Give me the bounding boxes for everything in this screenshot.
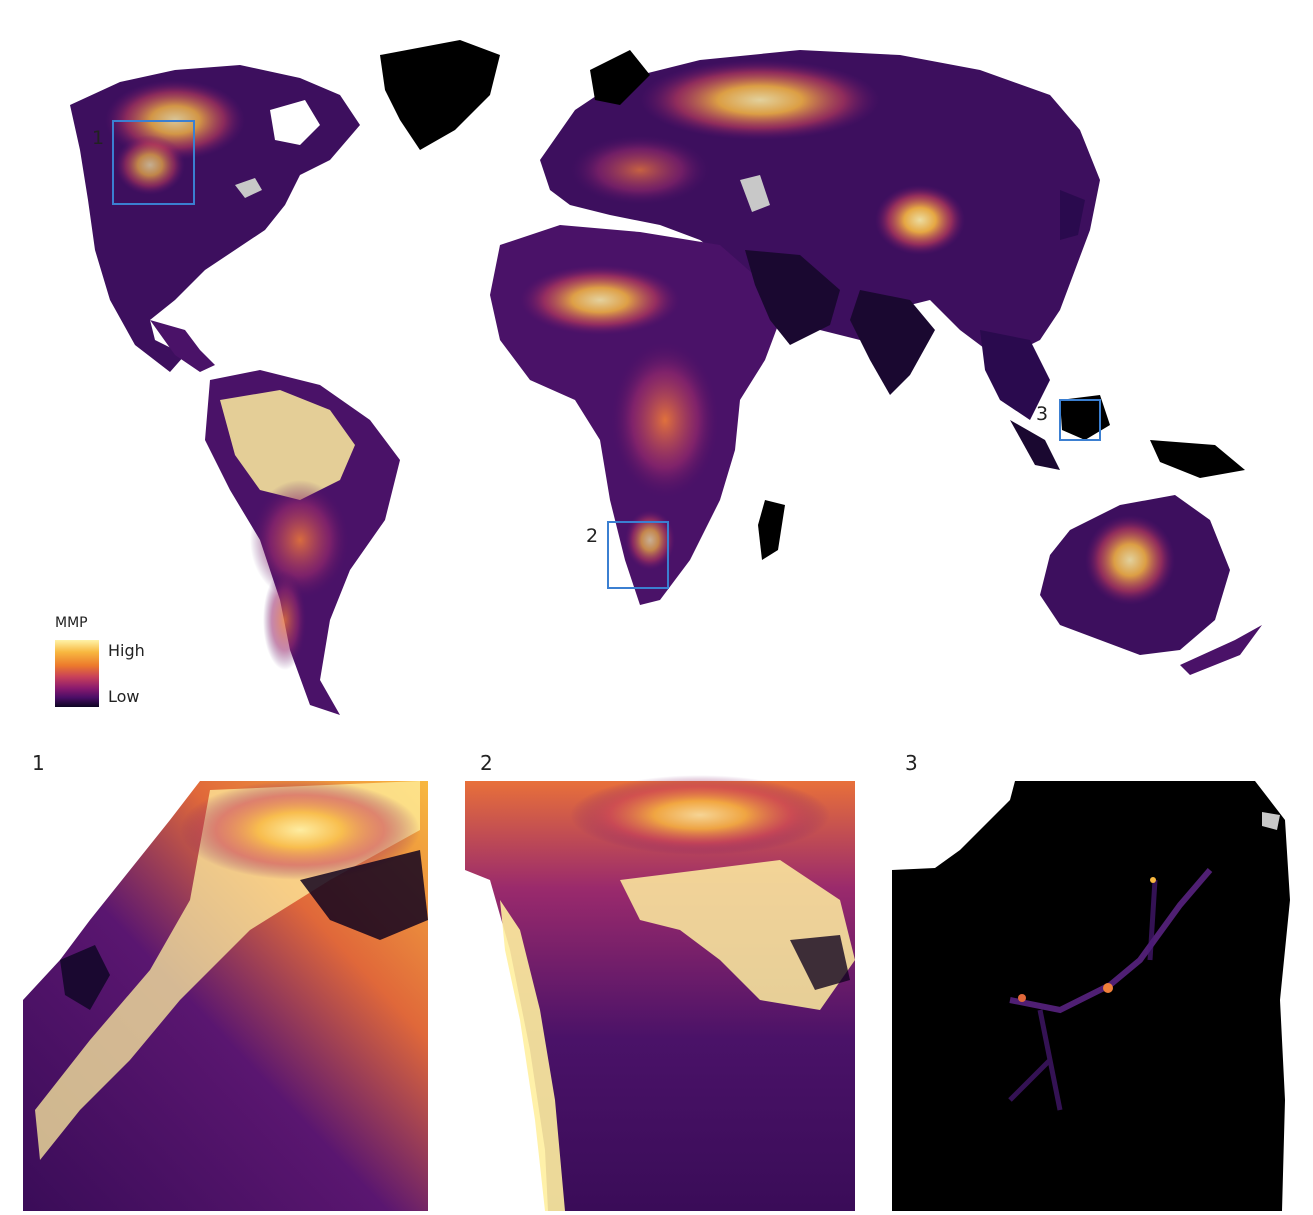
panel-3-ocean-right (1255, 781, 1297, 1211)
greenland (380, 40, 500, 150)
borneo (1060, 395, 1110, 440)
inset-box-2: 2 (586, 521, 669, 589)
panel-1-coastline (60, 945, 110, 1010)
legend-low-label: Low (108, 687, 140, 706)
caspian-sea (740, 175, 770, 212)
legend-high-label: High (108, 641, 145, 660)
arabia (745, 250, 840, 345)
amazon-high (220, 390, 355, 500)
japan (1060, 190, 1085, 240)
panel-1-label: 1 (32, 751, 45, 775)
inset-box-3: 3 (1036, 399, 1101, 441)
panel-2-label: 2 (480, 751, 493, 775)
panel-3-hotspot-a (1103, 983, 1113, 993)
panel-1-ocean (23, 781, 200, 1000)
legend-title: MMP (55, 615, 88, 631)
panel-3: 3 (892, 751, 1297, 1211)
panel-2: 2 (465, 751, 855, 1211)
panel-1: 1 (23, 751, 428, 1211)
legend-gradient-bar (55, 640, 99, 707)
inset-box-1: 1 (92, 120, 195, 205)
sumatra (1010, 420, 1060, 470)
panel-3-network-branch (1008, 879, 1158, 1111)
panel-2-high-network (620, 860, 855, 1010)
great-lakes (235, 178, 262, 198)
inset-box-3-label: 3 (1036, 403, 1048, 425)
panel-3-lake (1262, 812, 1280, 830)
inset-box-2-label: 2 (586, 525, 598, 547)
panel-2-coast-high (500, 900, 565, 1211)
scandinavia (590, 50, 650, 105)
world-map (70, 40, 1262, 715)
southeast-asia (980, 330, 1050, 420)
panel-3-hotspot-b (1150, 877, 1156, 883)
panel-1-dark-region (300, 850, 428, 940)
central-america (150, 320, 215, 372)
panel-3-label: 3 (905, 751, 918, 775)
panel-3-ocean (892, 781, 1015, 870)
new-zealand (1180, 625, 1262, 675)
panel-3-network (1009, 868, 1213, 1014)
panel-3-hotspot-c (1018, 994, 1026, 1002)
inset-box-1-label: 1 (92, 127, 104, 149)
panel-2-ocean (465, 870, 548, 1211)
hudson-bay (270, 100, 320, 145)
india (850, 290, 935, 395)
legend: MMP High Low (55, 615, 145, 707)
new-guinea (1150, 440, 1245, 478)
panel-2-dark-pocket (790, 935, 850, 990)
madagascar (758, 500, 785, 560)
